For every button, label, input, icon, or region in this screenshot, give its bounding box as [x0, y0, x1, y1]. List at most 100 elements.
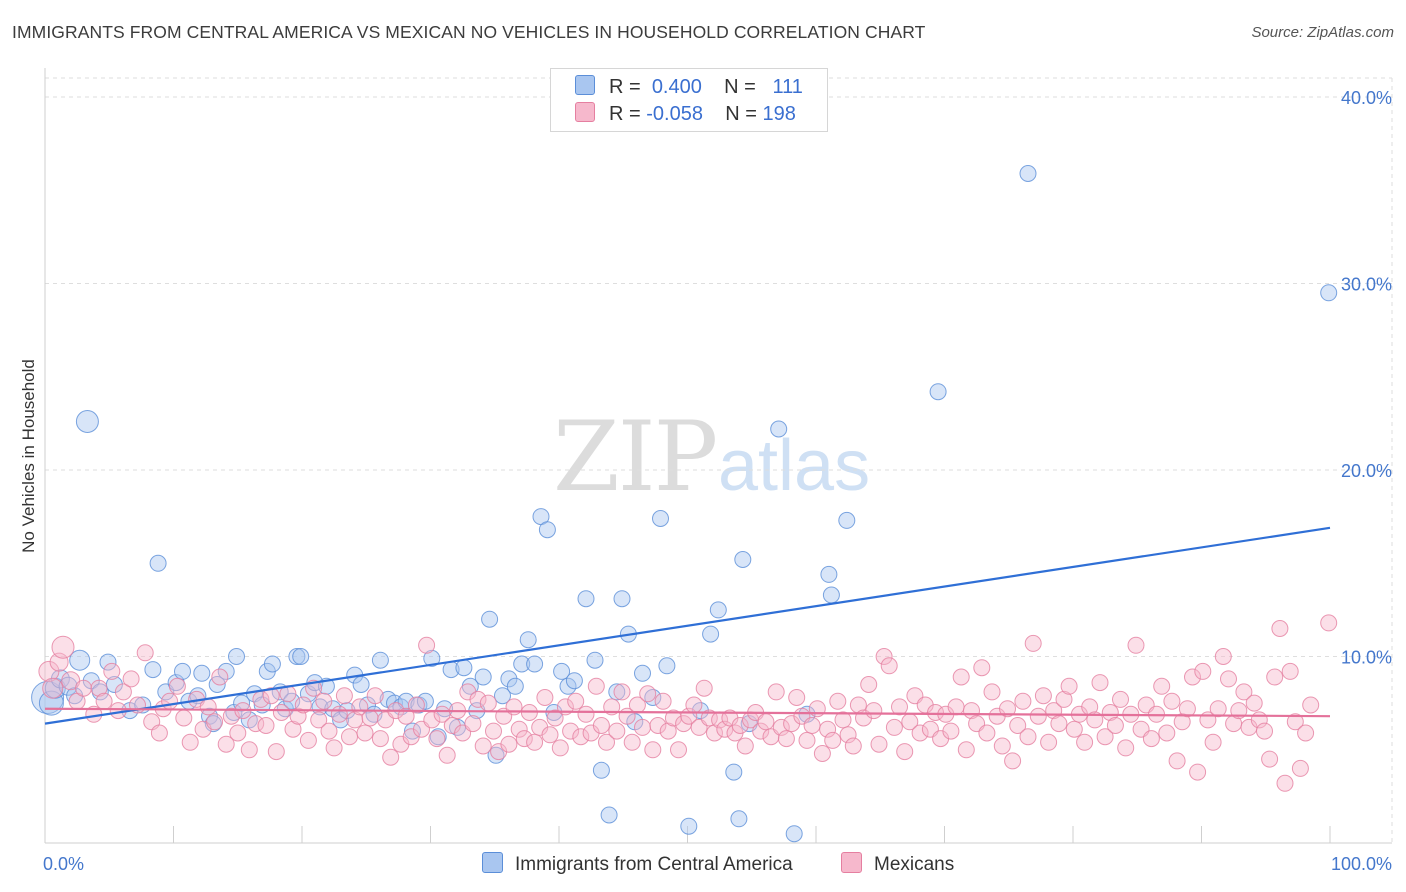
point-mexicans: [229, 724, 247, 742]
point-mexicans: [397, 707, 415, 725]
point-mexicans: [75, 679, 92, 697]
point-central-america: [423, 649, 441, 667]
bottom-legend-pink-icon: [841, 852, 862, 873]
point-mexicans: [777, 730, 795, 748]
point-mexicans: [1096, 728, 1114, 746]
point-central-america: [929, 383, 947, 401]
point-central-america: [352, 676, 370, 693]
point-central-america: [506, 677, 524, 695]
point-mexicans: [654, 692, 672, 710]
point-central-america: [613, 590, 631, 608]
point-central-america: [658, 657, 676, 675]
y-tick-label: 30.0%: [1341, 275, 1392, 295]
point-central-america: [481, 610, 499, 628]
point-mexicans: [562, 722, 580, 740]
point-mexicans: [294, 696, 312, 714]
point-mexicans: [865, 702, 883, 720]
point-mexicans: [829, 692, 847, 710]
point-mexicans: [1209, 700, 1227, 718]
point-mexicans: [479, 694, 497, 712]
point-mexicans: [1245, 694, 1263, 712]
point-central-america: [288, 648, 306, 665]
point-mexicans: [515, 730, 533, 748]
point-central-america: [494, 687, 511, 705]
point-mexicans: [993, 737, 1011, 755]
point-central-america: [416, 692, 434, 710]
point-mexicans: [844, 737, 862, 755]
chart-title: IMMIGRANTS FROM CENTRAL AMERICA VS MEXIC…: [12, 22, 926, 42]
point-mexicans: [526, 733, 544, 751]
point-mexicans: [999, 700, 1016, 718]
point-central-america: [577, 590, 595, 608]
point-central-america: [455, 659, 473, 677]
x-tick-label: 0.0%: [43, 854, 84, 874]
point-mexicans: [289, 707, 307, 725]
y-tick-label: 10.0%: [1341, 648, 1392, 668]
point-mexicans: [1040, 733, 1058, 751]
point-mexicans: [978, 724, 996, 742]
point-mexicans: [428, 730, 446, 748]
point-mexicans: [587, 677, 605, 695]
legend-n-value-pink: 198: [762, 103, 796, 125]
point-mexicans: [819, 720, 837, 738]
point-mexicans: [623, 733, 641, 751]
point-mexicans: [1184, 668, 1201, 686]
point-mexicans: [1266, 668, 1284, 686]
legend-r-label: R =: [609, 76, 641, 98]
point-mexicans: [885, 718, 903, 736]
point-mexicans: [1117, 739, 1135, 757]
point-mexicans: [577, 705, 595, 723]
point-central-america: [559, 677, 577, 695]
point-mexicans: [639, 685, 657, 703]
legend-n-value-blue: 111: [772, 76, 803, 98]
point-mexicans: [536, 689, 554, 706]
point-mexicans: [1142, 730, 1160, 748]
point-central-america: [174, 662, 191, 680]
point-mexicans: [1163, 692, 1181, 710]
tick-labels: 10.0% 20.0% 30.0% 40.0% 0.0% 100.0%: [43, 88, 1392, 874]
point-mexicans: [767, 683, 785, 701]
point-mexicans: [634, 718, 651, 736]
point-central-america: [263, 655, 281, 673]
point-mexicans: [181, 733, 199, 751]
point-mexicans: [247, 715, 265, 733]
point-mexicans: [1034, 687, 1052, 705]
point-mexicans: [1173, 713, 1191, 731]
point-mexicans: [644, 741, 662, 759]
point-central-america: [680, 817, 698, 835]
point-mexicans: [320, 722, 338, 740]
point-mexicans: [649, 717, 667, 734]
point-central-america: [474, 668, 492, 686]
point-central-america: [1019, 165, 1037, 182]
point-central-america: [332, 711, 350, 729]
point-mexicans: [382, 748, 400, 766]
point-mexicans: [1261, 750, 1279, 768]
point-mexicans: [731, 717, 749, 734]
point-mexicans: [757, 713, 775, 731]
point-mexicans: [973, 659, 991, 677]
legend-swatch-pink-icon: [575, 102, 595, 122]
point-mexicans: [1127, 636, 1145, 654]
point-mexicans: [1320, 614, 1338, 632]
point-mexicans: [310, 711, 328, 729]
point-mexicans: [175, 709, 193, 727]
point-mexicans: [1194, 662, 1212, 680]
point-mexicans: [1276, 774, 1294, 792]
legend-row-mexicans: R = -0.058 N = 198: [575, 102, 796, 128]
point-central-america: [217, 662, 235, 680]
point-mexicans: [1060, 677, 1078, 695]
point-central-america: [1320, 284, 1338, 302]
point-central-america: [371, 651, 389, 669]
point-mexicans: [330, 705, 348, 723]
point-mexicans: [51, 635, 75, 659]
legend-n-label: N =: [725, 103, 757, 125]
trend-line-mexicans: [44, 707, 1331, 718]
trend-lines: [44, 526, 1331, 725]
point-mexicans: [592, 717, 610, 734]
point-mexicans: [891, 698, 908, 716]
point-mexicans: [485, 722, 502, 740]
point-mexicans: [95, 692, 113, 710]
point-mexicans: [257, 717, 275, 734]
point-mexicans: [567, 692, 585, 710]
